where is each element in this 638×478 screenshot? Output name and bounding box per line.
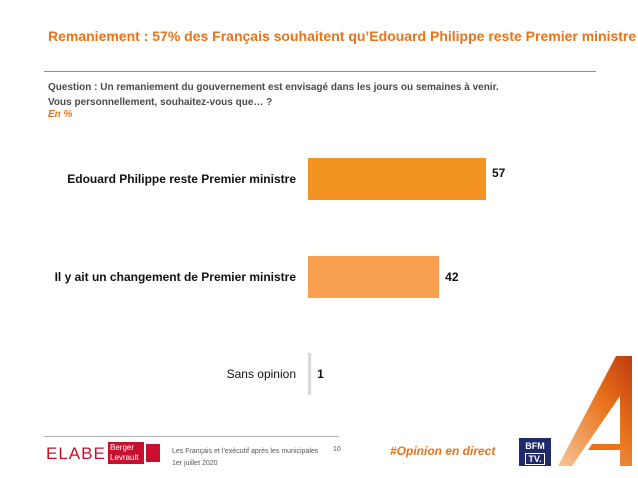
value-label-1: 57 [492,166,506,180]
page-title: Remaniement : 57% des Français souhaiten… [48,28,637,44]
berger-levrault-box: Berger Levrault [108,442,144,464]
decorative-triangle-shape [558,356,632,466]
category-label-3: Sans opinion [227,367,296,381]
elabe-logo-text: ELABE [46,444,104,463]
footer-study-date: 1er juillet 2020 [172,460,218,467]
page-number: 10 [333,446,341,453]
footer-study-title: Les Français et l’exécutif après les mun… [172,448,319,455]
value-label-3: 1 [317,367,324,381]
bfm-line: BFM [525,441,545,451]
hashtag: #Opinion en direct [390,444,496,458]
footer-divider [44,436,339,437]
berger-line: Berger [110,443,135,452]
bar-3 [308,353,312,395]
category-label-1: Edouard Philippe reste Premier ministre [67,172,296,186]
berger-levrault-logo: Berger Levrault [108,442,160,464]
bar-2 [308,256,440,298]
footer-study-info: Les Français et l’exécutif après les mun… [172,446,318,470]
question-block: Question : Un remaniement du gouvernemen… [48,80,499,110]
berger-levrault-mark-icon [146,444,160,462]
bfmtv-logo: BFM TV. [519,438,551,466]
question-line-1: Question : Un remaniement du gouvernemen… [48,82,499,93]
value-label-2: 42 [445,270,459,284]
elabe-logo: ELABE [46,444,104,463]
bar-1 [308,158,486,200]
decorative-triangle-bar [588,444,620,450]
unit-label: En % [48,109,73,120]
levrault-line: Levrault [110,453,139,462]
title-divider [44,71,596,72]
category-label-2: Il y ait un changement de Premier minist… [55,270,297,284]
question-line-2: Vous personnellement, souhaitez-vous que… [48,97,273,108]
decorative-triangle-icon [558,356,632,466]
tv-line: TV. [525,453,545,465]
